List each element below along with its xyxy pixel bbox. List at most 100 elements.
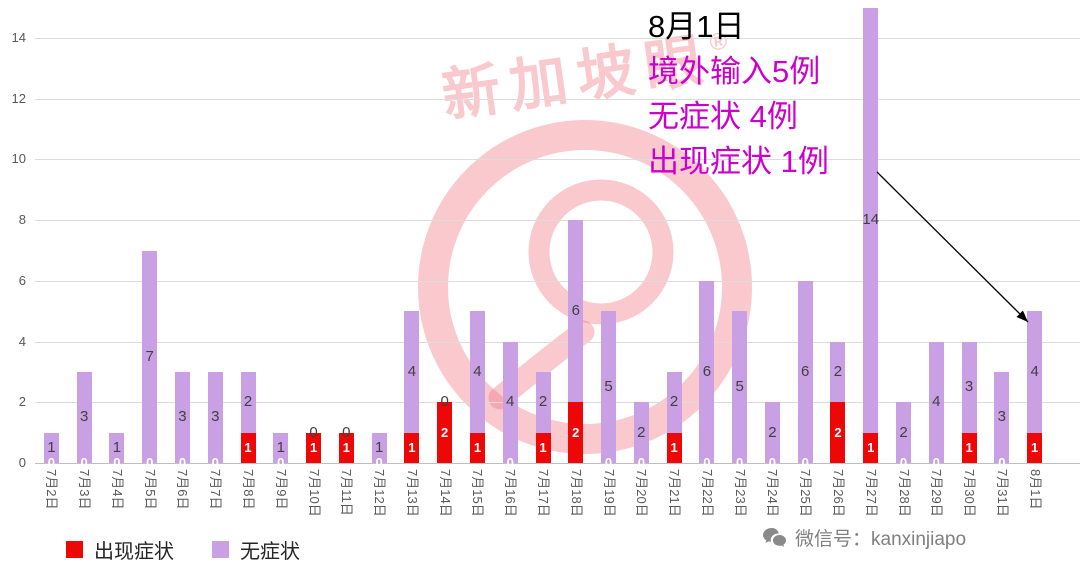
bar-segment-asymptomatic	[699, 280, 715, 463]
bar-value-symptomatic: 1	[244, 439, 252, 455]
bar-value-asymptomatic: 4	[932, 393, 941, 411]
x-axis-label: 7月26日	[830, 469, 846, 517]
bar-value-asymptomatic: 3	[178, 408, 187, 426]
bar-value-asymptomatic: 14	[862, 211, 880, 229]
x-axis-label: 7月5日	[142, 469, 158, 510]
bar-segment-asymptomatic	[142, 250, 158, 463]
bar-value-symptomatic: 0	[113, 455, 121, 470]
bar-value-symptomatic: 1	[309, 439, 318, 455]
x-axis-label: 7月31日	[994, 469, 1010, 517]
bar-value-asymptomatic: 0	[309, 423, 318, 441]
gridline	[35, 159, 1080, 161]
gridline	[35, 463, 1080, 464]
bar-value-symptomatic: 0	[637, 455, 645, 470]
gridline	[35, 402, 1080, 404]
y-axis-tick-label: 2	[18, 394, 26, 410]
bar-segment-asymptomatic	[469, 311, 485, 433]
x-axis-label: 7月13日	[404, 469, 420, 517]
bar-value-asymptomatic: 3	[997, 408, 1006, 426]
y-axis-tick-label: 12	[11, 90, 26, 106]
bar-segment-asymptomatic	[797, 280, 813, 463]
bar-segment-asymptomatic	[732, 311, 748, 463]
bar-value-asymptomatic: 1	[374, 438, 384, 456]
bar-value-asymptomatic: 0	[440, 393, 449, 411]
bar-value-symptomatic: 1	[1030, 439, 1039, 455]
bar-segment-asymptomatic	[371, 432, 387, 463]
bar-value-symptomatic: 0	[506, 455, 514, 470]
bar-value-asymptomatic: 1	[112, 438, 122, 456]
bar-segment-symptomatic	[830, 402, 846, 463]
bar-value-asymptomatic: 2	[637, 423, 646, 441]
gridline	[35, 341, 1080, 343]
bar-value-symptomatic: 0	[736, 455, 744, 470]
bar-value-symptomatic: 0	[375, 455, 383, 470]
bar-value-asymptomatic: 2	[768, 423, 777, 441]
x-axis-label: 7月30日	[962, 469, 978, 517]
bar-segment-symptomatic	[863, 432, 879, 463]
bar-value-asymptomatic: 6	[571, 302, 580, 320]
bar-value-symptomatic: 0	[768, 455, 777, 470]
bar-value-asymptomatic: 3	[964, 378, 974, 396]
x-axis-label: 7月27日	[863, 469, 879, 517]
bar-value-asymptomatic: 4	[407, 362, 417, 380]
bar-segment-asymptomatic	[174, 371, 190, 463]
wechat-id: 微信号：kanxinjiapo	[795, 529, 967, 550]
bar-segment-asymptomatic	[109, 432, 125, 463]
annotation-date: 8月1日	[648, 9, 745, 44]
wechat-footer: 微信号：kanxinjiapo	[762, 524, 966, 551]
y-axis-tick-label: 14	[11, 30, 26, 45]
bar-segment-asymptomatic	[633, 402, 649, 463]
bar-value-symptomatic: 0	[932, 455, 940, 470]
annotation-line-symptomatic: 出现症状 1例	[648, 144, 829, 179]
bar-segment-asymptomatic	[76, 371, 92, 463]
bar-segment-symptomatic	[306, 432, 322, 463]
bar-segment-symptomatic	[404, 432, 420, 463]
x-axis-label: 7月12日	[372, 469, 388, 517]
bar-value-symptomatic: 0	[604, 455, 613, 470]
bar-value-asymptomatic: 4	[506, 393, 515, 411]
bar-segment-symptomatic	[961, 432, 977, 463]
bar-value-asymptomatic: 2	[669, 393, 679, 411]
bar-value-symptomatic: 0	[277, 455, 285, 470]
bar-segment-asymptomatic	[404, 311, 420, 433]
bar-segment-symptomatic	[535, 432, 551, 463]
x-axis-label: 7月10日	[306, 469, 322, 517]
bar-value-symptomatic: 1	[670, 439, 678, 455]
x-axis-label: 7月24日	[765, 469, 781, 517]
bar-segment-asymptomatic	[601, 311, 617, 463]
bar-value-symptomatic: 2	[572, 424, 580, 440]
gridline	[35, 280, 1080, 282]
bar-value-symptomatic: 2	[441, 424, 449, 440]
x-axis-label: 7月11日	[339, 469, 355, 516]
gridline	[35, 38, 1080, 39]
bar-value-symptomatic: 0	[899, 455, 908, 470]
x-axis-label: 7月17日	[536, 469, 551, 517]
bar-segment-asymptomatic	[207, 371, 223, 463]
bar-segment-asymptomatic	[961, 341, 977, 433]
bar-segment-asymptomatic	[666, 371, 682, 433]
bar-value-asymptomatic: 3	[211, 408, 220, 426]
bar-value-asymptomatic: 6	[801, 362, 810, 380]
bar-segment-symptomatic	[437, 402, 453, 463]
y-axis-tick-label: 4	[18, 333, 26, 349]
x-axis-label: 7月19日	[601, 469, 617, 517]
bar-segment-asymptomatic	[896, 402, 912, 463]
bar-segment-asymptomatic	[535, 371, 551, 433]
bar-value-symptomatic: 1	[965, 439, 973, 455]
x-axis-label: 7月23日	[732, 469, 748, 517]
x-axis-label: 7月15日	[470, 469, 486, 517]
bar-segment-asymptomatic	[273, 432, 289, 463]
legend-label-asymptomatic: 无症状	[240, 541, 300, 563]
bar-segment-asymptomatic	[863, 7, 879, 433]
x-axis-label: 7月16日	[503, 469, 519, 517]
x-axis-label: 7月9日	[273, 469, 289, 510]
bar-segment-asymptomatic	[43, 432, 59, 463]
bar-value-asymptomatic: 2	[899, 423, 908, 441]
bar-value-asymptomatic: 4	[473, 362, 482, 380]
x-axis-label: 7月2日	[44, 469, 60, 510]
bar-segment-asymptomatic	[830, 341, 846, 403]
bar-value-symptomatic: 0	[801, 455, 809, 470]
bar-segment-symptomatic	[666, 432, 682, 463]
legend: 出现症状 无症状	[66, 535, 338, 564]
